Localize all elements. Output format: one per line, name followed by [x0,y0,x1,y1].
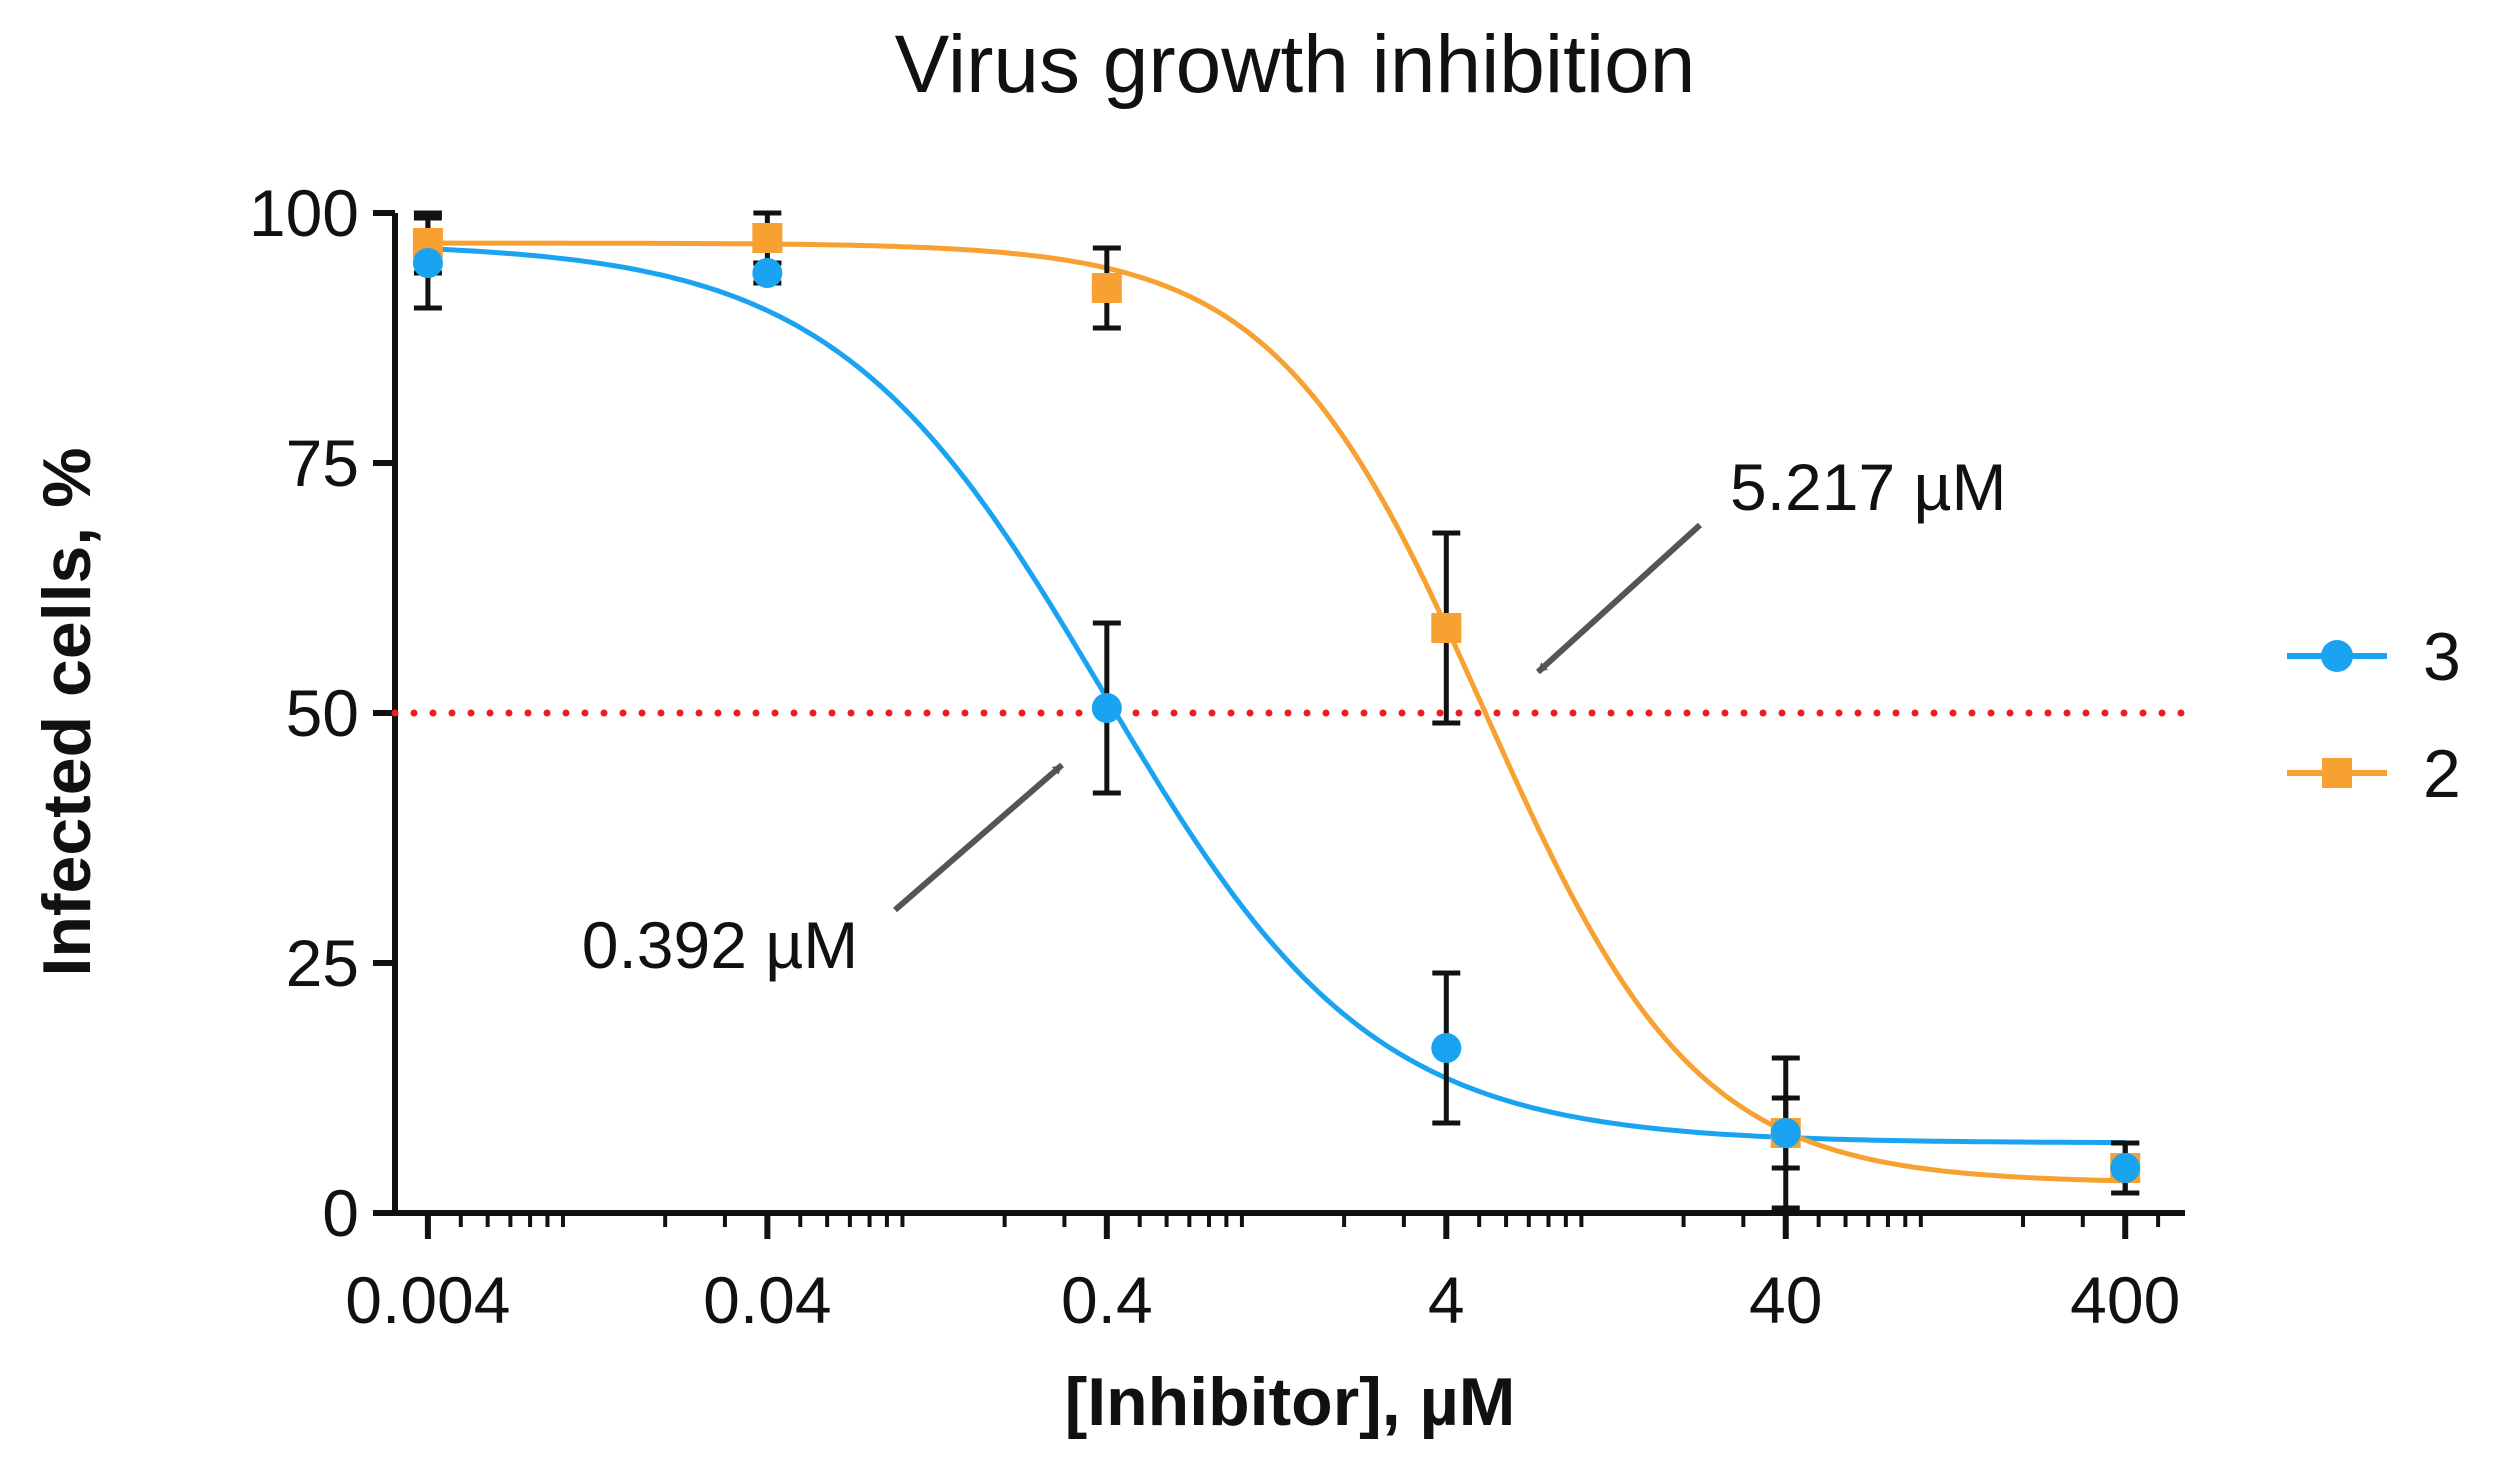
tick-marks [373,210,2161,1239]
y-tick-label: 25 [286,926,359,1000]
x-tick-label: 40 [1749,1263,1822,1337]
data-point-series-3 [1091,693,1122,723]
annotation-ic50-series-3: 0.392 µM [582,762,1064,982]
x-tick-label: 400 [2070,1263,2180,1337]
y-tick-label: 0 [322,1176,359,1250]
y-tick-label: 75 [286,426,359,500]
x-tick-label: 0.04 [703,1263,831,1337]
annotation-label-series-3: 0.392 µM [582,908,859,982]
y-axis-title: Infected cells, % [29,447,105,976]
fit-curves [427,240,2126,1184]
y-tick-label: 100 [249,176,359,250]
y-tick-label: 50 [286,676,359,750]
legend-marker-series-2 [2322,758,2352,788]
legend-label-series-3: 3 [2423,619,2461,695]
data-points [412,223,2141,1183]
data-point-series-2 [752,223,783,253]
data-point-series-3 [752,258,783,288]
legend: 3 2 [2287,619,2461,812]
tick-labels: 0 25 50 75 100 0.004 0.04 0.4 4 40 400 [249,176,2180,1337]
fit-curve-series-2 [427,240,2126,1184]
legend-label-series-2: 2 [2423,736,2461,812]
x-tick-label: 0.004 [345,1263,510,1337]
legend-marker-series-3 [2321,640,2353,672]
legend-item-series-2: 2 [2287,736,2461,812]
error-bars [413,210,2140,1211]
x-tick-label: 4 [1428,1263,1465,1337]
x-tick-label: 0.4 [1061,1263,1153,1337]
x-axis-title: [Inhibitor], µM [1065,1364,1516,1440]
data-point-series-3 [1770,1118,1801,1148]
data-point-series-2 [1091,273,1122,303]
data-point-series-3 [412,248,443,278]
data-point-series-3 [1431,1033,1462,1063]
annotation-ic50-series-2: 5.217 µM [1535,450,2007,675]
legend-item-series-3: 3 [2287,619,2461,695]
annotation-arrow-series-3 [893,762,1064,913]
annotation-label-series-2: 5.217 µM [1730,450,2007,524]
annotation-arrow-series-2 [1535,522,1703,675]
chart-title: Virus growth inhibition [895,19,1696,110]
fit-curve-series-3 [427,246,2126,1146]
data-point-series-3 [2110,1153,2141,1183]
data-point-series-2 [1431,613,1462,643]
